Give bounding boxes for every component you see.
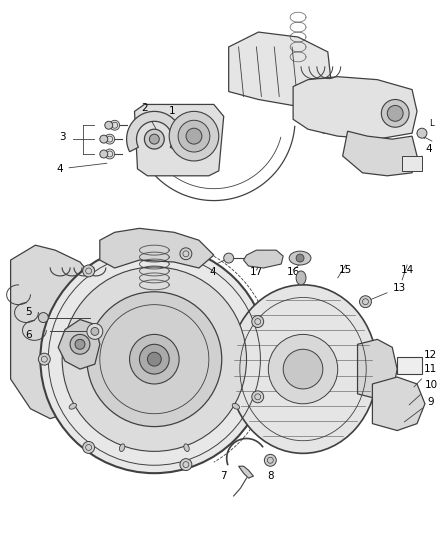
Circle shape [70, 334, 90, 354]
Circle shape [381, 100, 409, 127]
Circle shape [268, 334, 338, 404]
Ellipse shape [229, 285, 378, 454]
Ellipse shape [120, 444, 125, 451]
Text: L: L [429, 119, 434, 128]
Text: 4: 4 [423, 136, 432, 154]
Circle shape [145, 129, 164, 149]
Ellipse shape [232, 403, 240, 409]
Circle shape [252, 391, 264, 403]
Circle shape [417, 128, 427, 138]
Circle shape [252, 316, 264, 327]
Polygon shape [357, 340, 397, 399]
Text: 9: 9 [404, 397, 434, 422]
Circle shape [265, 454, 276, 466]
Ellipse shape [296, 271, 306, 285]
Polygon shape [343, 131, 417, 176]
Ellipse shape [184, 444, 189, 451]
Circle shape [75, 340, 85, 349]
Circle shape [186, 128, 202, 144]
Text: 15: 15 [339, 265, 352, 275]
Polygon shape [402, 156, 422, 171]
Circle shape [62, 267, 247, 451]
Circle shape [296, 254, 304, 262]
Polygon shape [397, 357, 422, 374]
Circle shape [83, 441, 95, 454]
Text: 8: 8 [267, 471, 274, 481]
Polygon shape [229, 32, 333, 107]
Text: 14: 14 [400, 265, 414, 275]
Circle shape [224, 253, 233, 263]
Polygon shape [11, 245, 100, 418]
Circle shape [387, 106, 403, 122]
Polygon shape [293, 77, 417, 139]
Text: 13: 13 [368, 283, 406, 301]
Circle shape [178, 120, 210, 152]
Circle shape [83, 265, 95, 277]
Circle shape [91, 327, 99, 335]
Text: 16: 16 [286, 267, 300, 277]
Circle shape [169, 111, 219, 161]
Text: 6: 6 [25, 330, 32, 341]
Circle shape [139, 344, 169, 374]
Circle shape [87, 324, 103, 340]
Ellipse shape [289, 251, 311, 265]
Circle shape [105, 122, 113, 129]
Circle shape [180, 248, 192, 260]
Polygon shape [244, 250, 283, 268]
Text: 4: 4 [57, 163, 107, 174]
Polygon shape [134, 104, 224, 176]
Text: 12: 12 [413, 350, 438, 364]
Ellipse shape [69, 403, 77, 409]
Circle shape [39, 312, 48, 322]
Polygon shape [100, 228, 214, 268]
Circle shape [100, 135, 108, 143]
Circle shape [100, 150, 108, 158]
Circle shape [105, 134, 115, 144]
Text: 5: 5 [25, 306, 32, 317]
Circle shape [40, 245, 268, 473]
Text: 4: 4 [209, 267, 216, 277]
Text: 7: 7 [220, 471, 227, 481]
Text: 2: 2 [141, 103, 156, 129]
Circle shape [283, 349, 323, 389]
Polygon shape [58, 319, 100, 369]
Circle shape [360, 296, 371, 308]
Text: 11: 11 [414, 364, 438, 387]
Text: 1: 1 [169, 107, 176, 125]
Text: 10: 10 [409, 380, 438, 405]
Polygon shape [127, 111, 182, 152]
Circle shape [110, 120, 120, 130]
Circle shape [39, 353, 50, 365]
Circle shape [148, 352, 161, 366]
Text: 17: 17 [250, 267, 263, 277]
Text: 3: 3 [59, 132, 65, 142]
Circle shape [105, 149, 115, 159]
Polygon shape [372, 377, 425, 431]
Circle shape [149, 134, 159, 144]
Circle shape [180, 458, 192, 471]
Polygon shape [239, 466, 254, 478]
Circle shape [130, 334, 179, 384]
Circle shape [87, 292, 222, 426]
